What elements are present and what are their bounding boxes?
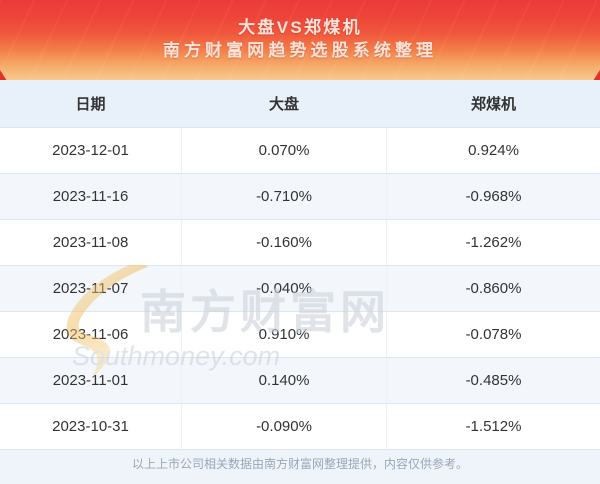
svg-text:Southmoney.com: Southmoney.com <box>72 341 280 371</box>
svg-text:南方财富网: 南方财富网 <box>140 286 390 338</box>
